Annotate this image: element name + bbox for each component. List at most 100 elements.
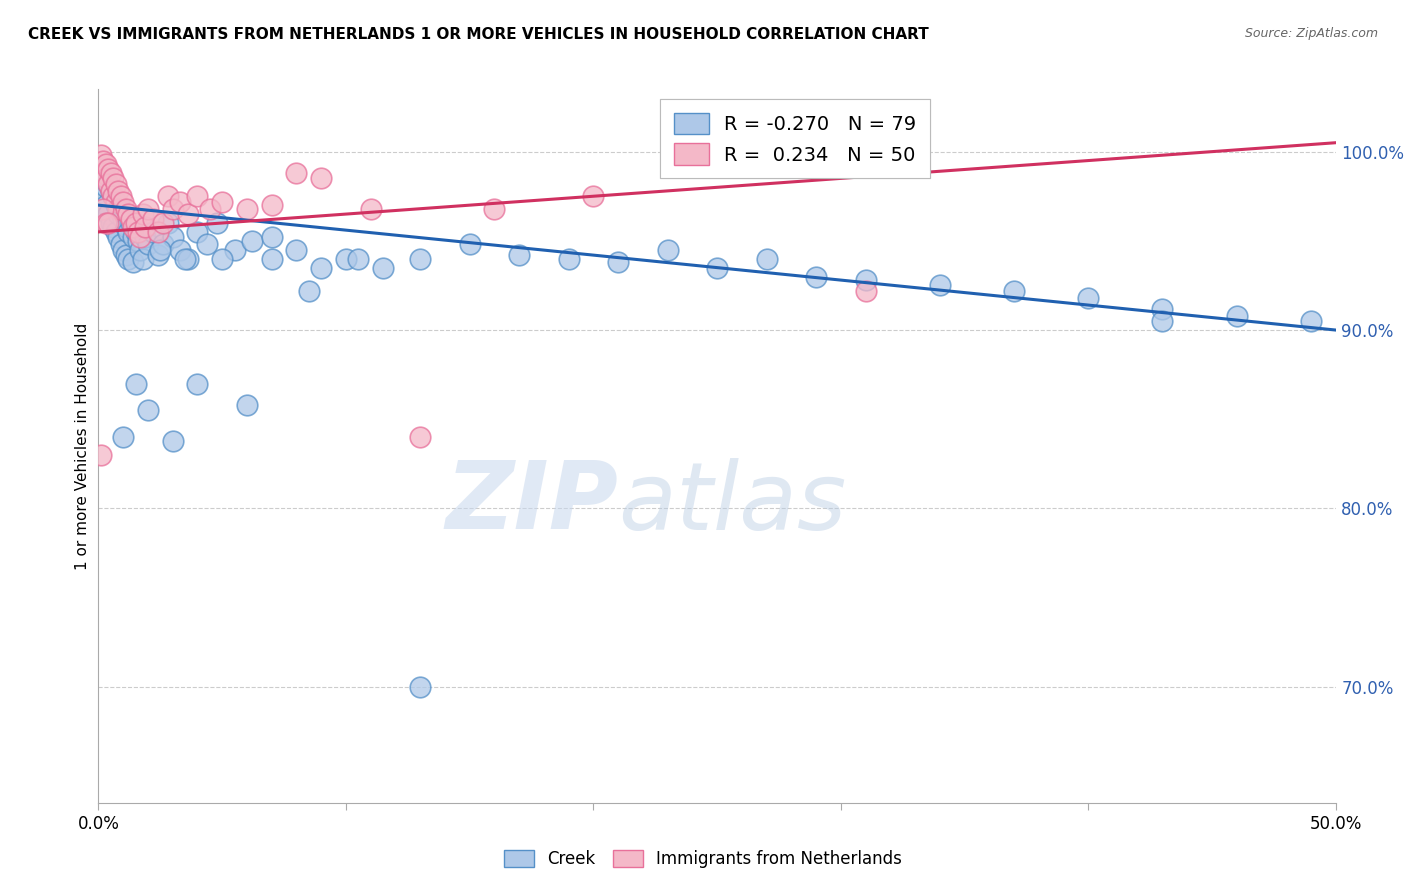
Point [169,194,191,209]
Point [114,202,136,216]
Point [657,243,679,257]
Point [110,202,132,216]
Point [156,189,179,203]
Point [136,403,159,417]
Point [371,260,394,275]
Point [134,219,156,234]
Text: CREEK VS IMMIGRANTS FROM NETHERLANDS 1 OR MORE VEHICLES IN HOUSEHOLD CORRELATION: CREEK VS IMMIGRANTS FROM NETHERLANDS 1 O… [28,27,929,42]
Legend: Creek, Immigrants from Netherlands: Creek, Immigrants from Netherlands [498,843,908,875]
Point [132,252,155,266]
Point [1152,314,1174,328]
Point [409,430,432,444]
Point [224,243,246,257]
Point [114,248,136,262]
Point [409,252,432,266]
Point [162,202,184,216]
Point [582,189,605,203]
Point [176,207,198,221]
Point [152,237,174,252]
Point [94,216,117,230]
Point [93,202,115,216]
Point [142,225,165,239]
Point [93,166,115,180]
Point [855,273,877,287]
Point [117,252,139,266]
Point [236,398,259,412]
Point [124,376,146,391]
Point [110,189,132,203]
Point [1299,314,1322,328]
Point [142,212,165,227]
Point [94,180,117,194]
Point [186,189,208,203]
Point [309,260,332,275]
Point [94,198,117,212]
Point [260,252,283,266]
Point [114,219,136,234]
Point [103,189,125,203]
Point [127,225,149,239]
Point [260,230,283,244]
Point [458,237,481,252]
Point [928,278,950,293]
Point [90,448,112,462]
Point [557,252,579,266]
Point [100,166,122,180]
Text: Source: ZipAtlas.com: Source: ZipAtlas.com [1244,27,1378,40]
Point [93,162,115,177]
Point [120,212,142,227]
Point [146,225,169,239]
Point [156,216,179,230]
Point [112,212,135,227]
Point [97,177,120,191]
Point [97,216,120,230]
Point [129,243,152,257]
Point [107,207,129,221]
Point [152,216,174,230]
Point [240,234,263,248]
Point [90,171,112,186]
Text: atlas: atlas [619,458,846,549]
Point [176,252,198,266]
Point [484,202,506,216]
Point [162,230,184,244]
Point [205,216,228,230]
Point [100,184,122,198]
Point [112,430,135,444]
Point [122,230,145,244]
Point [174,252,197,266]
Legend: R = -0.270   N = 79, R =  0.234   N = 50: R = -0.270 N = 79, R = 0.234 N = 50 [661,99,929,178]
Point [112,194,135,209]
Point [110,237,132,252]
Point [97,207,120,221]
Point [186,376,208,391]
Point [409,680,432,694]
Point [104,194,127,209]
Point [508,248,530,262]
Point [136,202,159,216]
Text: ZIP: ZIP [446,457,619,549]
Point [124,225,146,239]
Point [260,198,283,212]
Point [97,177,120,191]
Point [607,255,630,269]
Point [706,260,728,275]
Point [103,171,125,186]
Point [122,255,145,269]
Point [1077,291,1099,305]
Point [298,284,321,298]
Point [117,207,139,221]
Point [107,230,129,244]
Point [117,225,139,239]
Point [124,216,146,230]
Point [136,237,159,252]
Point [309,171,332,186]
Point [127,234,149,248]
Point [107,202,129,216]
Point [1002,284,1025,298]
Point [120,216,142,230]
Point [122,219,145,234]
Point [103,219,125,234]
Point [162,434,184,448]
Point [755,252,778,266]
